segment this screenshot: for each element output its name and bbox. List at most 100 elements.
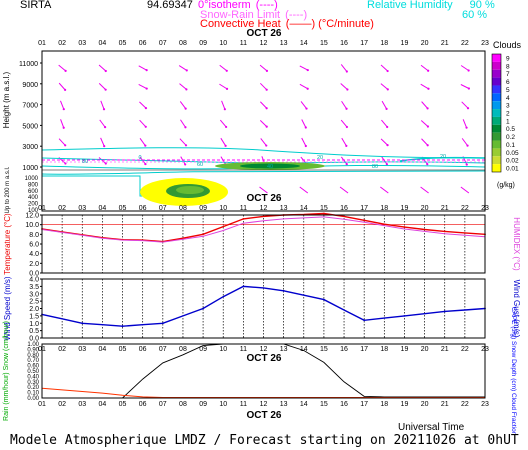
rain-top-hour-label: 17 (360, 346, 368, 353)
bottom-hour-label: 05 (119, 401, 127, 408)
top-hour-label: 12 (260, 40, 268, 47)
wind-arrow-head (426, 125, 430, 128)
wind-arrow-head (144, 162, 147, 166)
wind-arrow-head (345, 70, 348, 73)
colorbar-unit: (g/kg) (497, 182, 515, 189)
temperature-tick-label: 0.0 (29, 271, 39, 278)
temperature-tick-label: 12.0 (25, 213, 39, 220)
cloud-lower-hour-label: 05 (119, 205, 127, 212)
height-tick-label: 9000 (22, 82, 38, 89)
bottom-hour-label: 04 (99, 401, 107, 408)
rain-top-hour-label: 13 (280, 346, 288, 353)
rain-top-hour-label: 21 (441, 346, 449, 353)
temperature-tick-label: 6.0 (29, 242, 39, 249)
colorbar-tick-label: 3 (506, 103, 510, 110)
top-hour-label: 20 (421, 40, 429, 47)
rain-top-hour-label: 11 (240, 346, 247, 353)
top-hour-label: 21 (441, 40, 449, 47)
wind-arrow-head (265, 88, 268, 91)
colorbar-tick-label: 1 (506, 118, 510, 125)
bottom-hour-label: 13 (280, 401, 288, 408)
colorbar-swatch (492, 101, 501, 110)
bottom-hour-label: 19 (401, 401, 409, 408)
cloud-lower-hour-label: 01 (38, 205, 46, 212)
wind-arrow-head (62, 108, 65, 111)
cloud-lower-hour-label: 12 (260, 205, 268, 212)
colorbar-tick-label: 0.1 (506, 142, 515, 149)
bottom-hour-label: 17 (360, 401, 368, 408)
cloud-lower-hour-label: 20 (421, 205, 429, 212)
cloud-lower-hour-label: 17 (360, 205, 368, 212)
wind-arrow-head (102, 108, 106, 111)
wind-arrow-head (225, 87, 229, 90)
rain-tick-label: 0.70 (27, 358, 39, 364)
wind-arrow-low (420, 186, 429, 194)
bottom-hour-label: 07 (159, 401, 167, 408)
top-hour-label: 10 (219, 40, 227, 47)
wind-arrow-head (386, 88, 389, 91)
wind-arrow-head (386, 69, 389, 73)
wind-arrow (100, 100, 105, 110)
colorbar-swatch (492, 61, 501, 70)
cloud-lower-hour-label: 02 (58, 205, 66, 212)
cloud-lower-hour-label: 03 (78, 205, 86, 212)
wind-arrow (420, 64, 429, 72)
rain-top-hour-label: 10 (219, 346, 227, 353)
bottom-hour-label: 08 (179, 401, 187, 408)
wind-arrow (179, 138, 187, 146)
wind-arrow (220, 137, 227, 147)
wind-arrow (219, 119, 227, 128)
low-height-tick-label: 400 (28, 195, 39, 201)
wind-arrow (341, 100, 347, 110)
rain-tick-label: 0.00 (27, 396, 39, 402)
cloud-lower-hour-label: 22 (461, 205, 469, 212)
bottom-hour-label: 12 (260, 401, 268, 408)
cloud-lower-hour-label: 07 (159, 205, 167, 212)
wind-arrow-head (223, 108, 226, 111)
wind-tick-label: 4.0 (29, 277, 39, 284)
top-hour-label: 07 (159, 40, 167, 47)
wind-arrow-head (304, 126, 307, 129)
bottom-hour-label: 11 (240, 401, 247, 408)
wind-arrow-head (427, 69, 430, 72)
wind-arrow-low (339, 186, 349, 194)
wind-arrow-head (346, 88, 349, 91)
date-label-rain: OCT 26 (246, 353, 281, 364)
cloud-lower-hour-label: 21 (441, 205, 449, 212)
isotherm-label: 0°isotherm (198, 0, 251, 11)
rh-contour-label: 0 (138, 155, 141, 161)
wind-arrow-head (185, 69, 188, 72)
cloud-lower-hour-label: 14 (300, 205, 308, 212)
rain-top-hour-label: 07 (159, 346, 167, 353)
wind-arrow-head (345, 163, 348, 166)
wind-arrow (60, 119, 65, 128)
colorbar-tick-label: 0.2 (506, 134, 515, 141)
wind-arrow-head (427, 87, 430, 90)
bottom-hour-label: 03 (78, 401, 86, 408)
wind-arrow (461, 101, 469, 109)
rh-contour-label: 80 (82, 159, 88, 165)
wind-arrow (179, 83, 187, 90)
convective-legend: Convective Heat (——) (°C/minute) (200, 18, 374, 30)
wind-arrow-low (299, 186, 309, 194)
height-tick-label: 1000 (22, 165, 38, 172)
top-hour-label: 16 (340, 40, 348, 47)
cloud-lower-hour-label: 10 (219, 205, 227, 212)
cloud-lower-hour-label: 11 (240, 205, 247, 212)
wind-arrow-head (64, 144, 67, 147)
temperature-series-line (41, 216, 486, 243)
wind-arrow-head (62, 126, 65, 129)
rh-contour-label: 80 (372, 164, 378, 170)
date-label-mid: OCT 26 (246, 193, 281, 204)
wind-point (121, 325, 124, 328)
wind-arrow (420, 120, 429, 127)
rain-series-line (41, 387, 485, 398)
wind-arrow (300, 101, 307, 109)
top-hour-label: 04 (99, 40, 107, 47)
date-label-bottom: OCT 26 (246, 410, 281, 421)
top-hour-label: 13 (280, 40, 288, 47)
wind-arrow (301, 137, 307, 147)
wind-arrow-head (265, 69, 269, 73)
wind-arrow-head (385, 107, 388, 111)
